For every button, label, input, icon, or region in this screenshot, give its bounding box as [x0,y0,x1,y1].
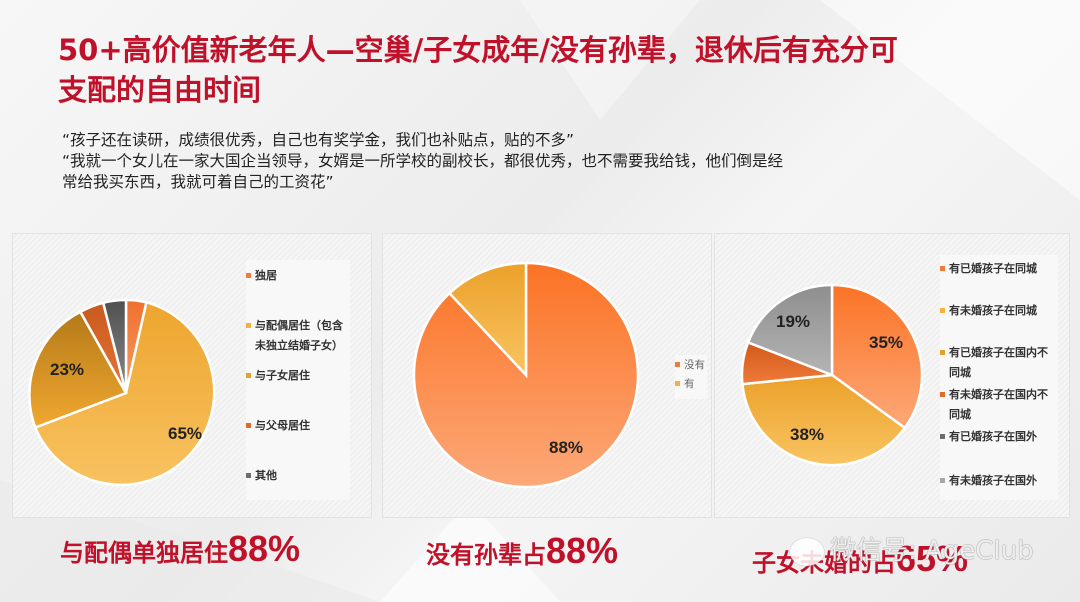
legend-label: 与配偶居住（包含 [255,319,343,332]
legend-item-continued: 未独立结婚子女） [255,336,343,356]
slice-married-same-city [830,283,924,430]
summary-value: 88% [546,530,619,571]
legend-label: 独居 [255,269,277,282]
legend-label: 有未婚孩子在国外 [949,474,1037,487]
summary-text: 与配偶单独居住 [60,539,228,567]
legend-swatch [940,307,945,313]
legend-item: 有 [675,374,695,394]
legend-label: 有未婚孩子在同城 [949,304,1037,317]
slice-has-grandchildren [447,261,528,379]
legend-item: 有未婚孩子在国外 [940,471,1037,491]
legend-swatch [940,349,945,355]
quote-2-continued: 常给我买东西，我就可着自己的工资花” [62,173,334,191]
legend-item-continued: 同城 [949,405,971,425]
legend-swatch [940,433,945,439]
legend-living: 独居 与配偶居住（包含 未独立结婚子女） 与子女居住 与父母居住 其他 [246,260,350,500]
pie-chart-living [28,298,216,487]
data-label-38: 38% [790,425,825,444]
legend-label: 与子女居住 [255,369,310,382]
legend-swatch [246,322,251,328]
title-line-1: 50+高价值新老年人—空巢/子女成年/没有孙辈，退休后有充分可 [58,33,898,67]
legend-item: 有未婚孩子在同城 [940,301,1037,321]
legend-item: 与子女居住 [246,366,310,386]
wechat-icon [790,537,824,566]
legend-grandchildren: 没有 有 [675,355,707,399]
legend-item: 有已婚孩子在国内不 [940,343,1048,363]
slice-unmarried-same-city [741,373,907,467]
legend-label: 同城 [949,408,971,421]
legend-label: 与父母居住 [255,419,310,432]
slice-unmarried-abroad [746,283,834,377]
summary-living: 与配偶单独居住88% [60,528,300,570]
legend-item: 没有 [675,355,705,375]
legend-children: 有已婚孩子在同城 有未婚孩子在同城 有已婚孩子在国内不 同城 有未婚孩子在国内不… [940,255,1058,500]
legend-label: 同城 [949,366,971,379]
pie-chart-children [740,283,924,467]
slice-other [101,298,128,394]
legend-item-continued: 同城 [949,363,971,383]
legend-swatch [940,265,945,271]
quote-1: “孩子还在读研，成绩很优秀，自己也有奖学金，我们也补贴点，贴的不多” [62,131,575,149]
legend-item: 有未婚孩子在国内不 [940,385,1048,405]
legend-swatch [246,422,251,428]
slice-with-children [28,310,128,430]
data-label-65: 65% [168,424,203,443]
pie-chart-grandchildren [412,261,640,489]
quote-2: “我就一个女儿在一家大国企当领导，女婿是一所学校的副校长，都很优秀，也不需要我给… [62,152,784,170]
legend-label: 没有 [684,359,705,371]
legend-item: 有已婚孩子在国外 [940,427,1037,447]
legend-item: 与配偶居住（包含 [246,316,343,336]
legend-swatch [246,272,251,278]
data-label-35: 35% [869,333,904,352]
legend-item: 其他 [246,466,277,486]
watermark: 微信号: AgeClub [790,530,1034,567]
summary-children: 子女未婚的占65% [752,538,968,580]
data-label-88: 88% [549,438,584,457]
legend-label: 有 [684,378,695,390]
title-line-2: 支配的自由时间 [58,73,262,107]
legend-label: 有已婚孩子在国外 [949,430,1037,443]
legend-label: 有已婚孩子在国内不 [949,346,1048,359]
legend-swatch [675,380,680,386]
data-label-23: 23% [50,360,85,379]
legend-item: 独居 [246,266,277,286]
legend-label: 未独立结婚子女） [255,339,343,352]
summary-value: 65% [896,538,969,579]
slide-title: 50+高价值新老年人—空巢/子女成年/没有孙辈，退休后有充分可 支配的自由时间 [58,30,1018,110]
legend-swatch [940,391,945,397]
legend-label: 有已婚孩子在同城 [949,262,1037,275]
legend-swatch [246,472,251,478]
legend-item: 与父母居住 [246,416,310,436]
quotes-block: “孩子还在读研，成绩很优秀，自己也有奖学金，我们也补贴点，贴的不多” “我就一个… [62,130,942,193]
summary-value: 88% [228,528,301,569]
legend-swatch [940,477,945,483]
legend-label: 其他 [255,469,277,482]
summary-grandchildren: 没有孙辈占88% [426,530,618,572]
watermark-text: 微信号: AgeClub [830,536,1034,566]
legend-swatch [675,361,680,367]
legend-label: 有未婚孩子在国内不 [949,388,1048,401]
summary-text: 子女未婚的占 [752,549,896,577]
legend-item: 有已婚孩子在同城 [940,259,1037,279]
summary-text: 没有孙辈占 [426,541,546,569]
legend-swatch [246,372,251,378]
data-label-19: 19% [776,312,811,331]
